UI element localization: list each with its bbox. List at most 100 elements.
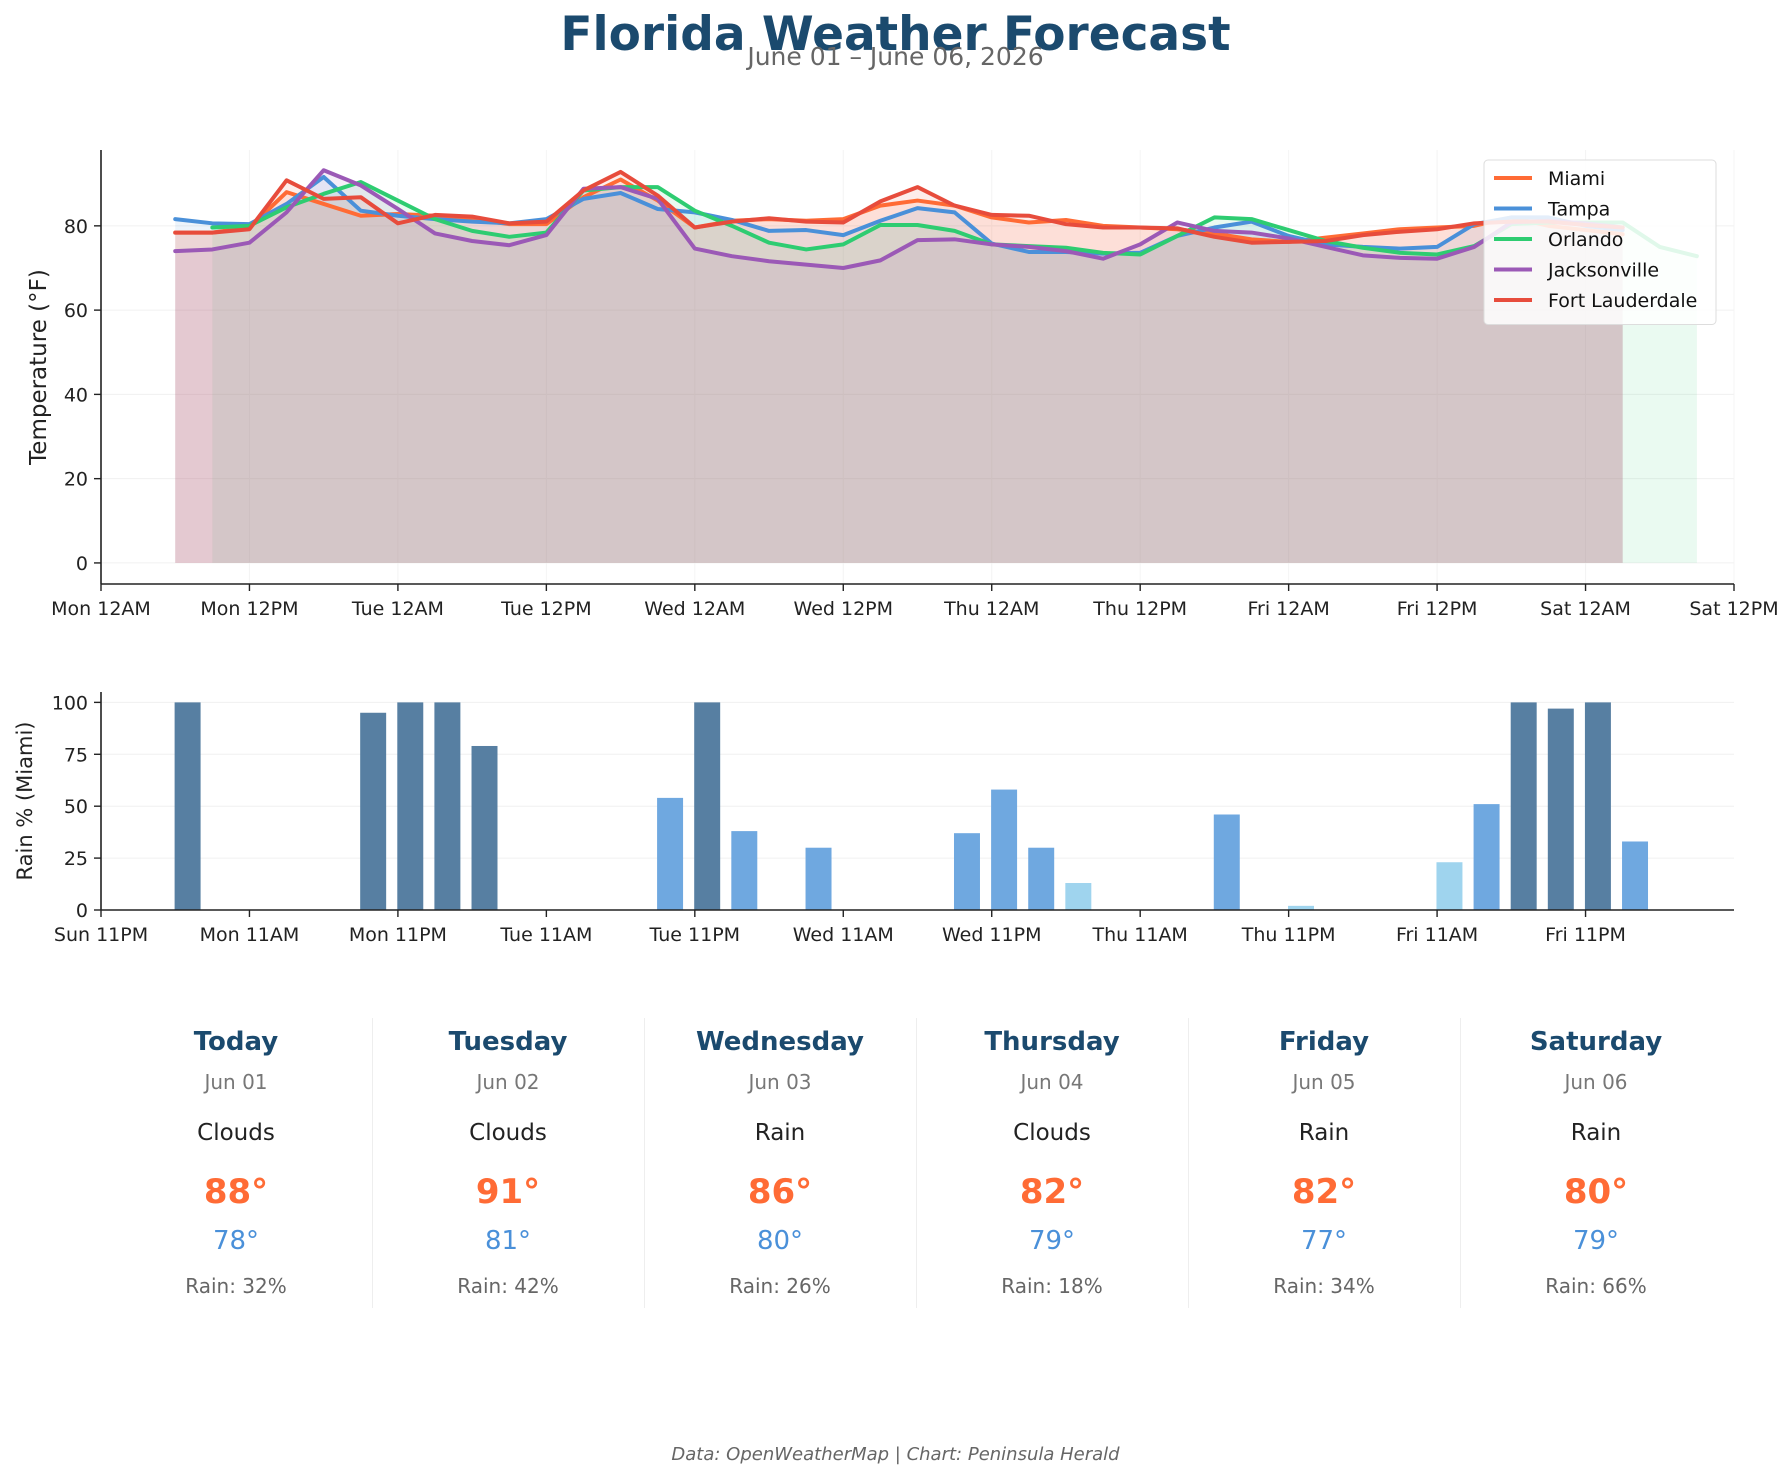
temperature-y-tick-label: 40 [64,384,88,406]
day-rain-chance: Rain: 42% [457,1274,559,1298]
legend-label-orlando: Orlando [1548,229,1623,251]
day-rain-chance: Rain: 32% [185,1274,287,1298]
daily-forecast-cards: Today Jun 01 Clouds 88° 78° Rain: 32% Tuesday J… [100,1000,1735,1310]
day-condition: Rain [1570,1120,1622,1146]
area-fort-lauderdale [175,171,1623,563]
temperature-x-tick-label: Tue 12AM [351,598,444,620]
rain-x-tick-label: Wed 11PM [942,924,1042,946]
temperature-chart: 0 20 40 60 80 Mon 12AM Mon 12PM Tue 12AM Tue 12P… [26,150,1779,620]
card-divider [1460,1018,1461,1308]
temperature-y-tick-label: 80 [64,216,88,238]
legend-label-jacksonville: Jacksonville [1547,260,1659,282]
page-title: Florida Weather Forecast [560,7,1231,62]
forecast-card-saturday: Saturday Jun 06 Rain 80° 79° Rain: 66% [1460,1000,1732,1310]
day-rain-chance: Rain: 26% [729,1274,831,1298]
day-rain-chance: Rain: 66% [1545,1274,1647,1298]
day-name: Tuesday [448,1027,568,1057]
day-date: Jun 03 [748,1070,812,1094]
rain-bar [360,712,387,910]
day-low-temp: 80° [756,1226,804,1256]
rain-y-tick-label: 0 [76,900,88,922]
legend-label-miami: Miami [1548,168,1605,190]
rain-bar [805,847,832,910]
line-miami [173,177,1625,244]
day-date: Jun 01 [204,1070,268,1094]
temperature-x-tick-label: Sat 12PM [1689,598,1778,620]
day-low-temp: 77° [1300,1226,1348,1256]
rain-x-tick-label: Thu 11PM [1241,924,1336,946]
page-subtitle: June 01 – June 06, 2026 [747,42,1044,71]
legend-box [1483,159,1717,325]
temperature-area-fills [175,170,1697,563]
rain-bar [397,702,424,910]
day-date: Jun 02 [476,1070,540,1094]
forecast-card-tuesday: Tuesday Jun 02 Clouds 91° 81° Rain: 42% [372,1000,644,1310]
day-name: Thursday [984,1027,1120,1057]
temperature-y-tick-label: 20 [64,469,88,491]
forecast-card-thursday: Thursday Jun 04 Clouds 82° 79° Rain: 18% [916,1000,1188,1310]
rain-bar [1510,702,1537,910]
temperature-y-tick-label: 0 [76,553,88,575]
day-condition: Clouds [1013,1120,1091,1146]
rain-x-tick-label: Mon 11PM [349,924,447,946]
rain-bar [434,702,461,910]
rain-y-tick-label: 50 [64,796,88,818]
day-condition: Clouds [469,1120,547,1146]
forecast-card-friday: Friday Jun 05 Rain 82° 77° Rain: 34% [1188,1000,1460,1310]
rain-bar [694,702,721,910]
rain-bar [1288,905,1314,910]
temperature-x-tick-label: Wed 12PM [794,598,894,620]
card-divider [1188,1018,1189,1308]
temperature-x-tick-label: Thu 12PM [1092,598,1187,620]
temperature-x-tick-label: Sat 12AM [1540,598,1631,620]
card-divider [372,1018,373,1308]
footer-credit: Data: OpenWeatherMap | Chart: Peninsula … [671,1444,1120,1465]
day-date: Jun 06 [1564,1070,1628,1094]
temperature-lines [173,168,1699,270]
area-jacksonville [175,170,1623,563]
rain-x-tick-label: Mon 11AM [200,924,300,946]
line-fort-lauderdale [173,169,1625,245]
area-tampa [175,176,1623,563]
day-high-temp: 91° [475,1172,541,1212]
day-name: Wednesday [696,1027,864,1057]
rain-bar [174,702,201,910]
day-low-temp: 79° [1572,1226,1620,1256]
day-rain-chance: Rain: 34% [1273,1274,1375,1298]
day-low-temp: 78° [212,1226,260,1256]
rain-bar [731,831,758,910]
temperature-x-tick-label: Mon 12AM [51,598,151,620]
day-high-temp: 86° [747,1172,813,1212]
legend-label-tampa: Tampa [1547,199,1610,221]
area-orlando [212,182,1697,563]
rain-bar [657,797,684,910]
rain-x-tick-label: Tue 11PM [649,924,741,946]
rain-bar [1436,862,1463,910]
rain-x-tick-label: Thu 11AM [1092,924,1188,946]
temperature-legend: Miami Tampa Orlando Jacksonville Fort Lauder… [1483,159,1717,325]
day-name: Friday [1278,1027,1370,1057]
line-jacksonville [173,168,1625,270]
temperature-y-tick-label: 60 [64,300,88,322]
day-high-temp: 88° [203,1172,269,1212]
day-rain-chance: Rain: 18% [1001,1274,1103,1298]
day-name: Today [193,1027,279,1057]
rain-y-tick-label: 25 [64,848,88,870]
temperature-x-tick-label: Wed 12AM [644,598,745,620]
temperature-x-tick-label: Fri 12AM [1248,598,1330,620]
line-orlando [210,180,1699,259]
rain-chart: 0 25 50 75 100 Sun 11PM Mon 11AM Mon 11PM Tue 11… [13,692,1734,946]
day-condition: Rain [754,1120,806,1146]
day-low-temp: 81° [484,1226,532,1256]
rain-y-tick-label: 75 [64,744,88,766]
card-divider [916,1018,917,1308]
rain-bar [1213,814,1240,910]
day-condition: Rain [1298,1120,1350,1146]
rain-bar [1065,883,1092,910]
day-date: Jun 04 [1020,1070,1084,1094]
rain-bar [1028,847,1055,910]
forecast-card-wednesday: Wednesday Jun 03 Rain 86° 80° Rain: 26% [644,1000,916,1310]
day-date: Jun 05 [1292,1070,1356,1094]
day-high-temp: 80° [1563,1172,1629,1212]
temperature-x-tick-label: Tue 12PM [500,598,592,620]
